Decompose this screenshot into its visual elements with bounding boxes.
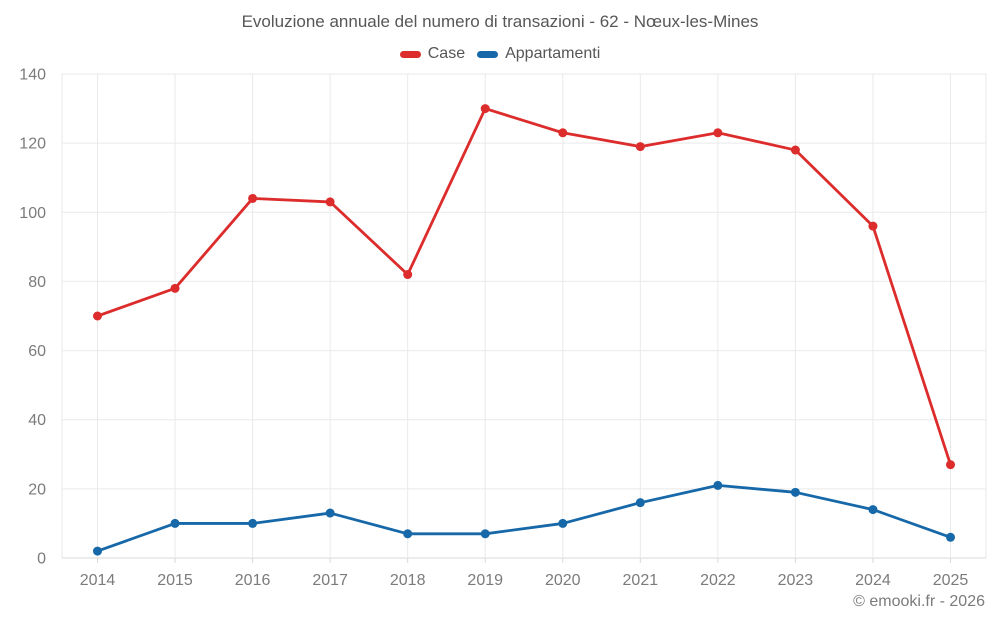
x-axis-tick-label: 2016 — [235, 572, 271, 589]
y-axis-tick-label: 40 — [28, 412, 46, 429]
data-point-marker — [325, 508, 335, 518]
gridlines: 0 20 40 60 80 100 120 140 2014 2015 2016 2017 2018 20… — [19, 67, 987, 589]
data-point-marker — [790, 145, 800, 155]
x-axis-tick-label: 2018 — [390, 572, 426, 589]
data-point-marker — [403, 270, 413, 280]
chart-title: Evoluzione annuale del numero di transaz… — [241, 12, 759, 31]
data-point-marker — [558, 518, 568, 528]
x-axis-tick-label: 2014 — [80, 572, 116, 589]
legend: Case Appartamenti — [0, 45, 1000, 63]
data-point-marker — [93, 311, 102, 321]
y-axis-tick-label: 80 — [28, 274, 46, 291]
x-axis-tick-label: 2015 — [157, 572, 193, 589]
series-line — [96, 107, 952, 467]
data-point-marker — [403, 529, 413, 539]
copyright-credit: © emooki.fr - 2026 — [853, 593, 985, 610]
legend-item-appartamenti[interactable]: Appartamenti — [477, 45, 600, 63]
legend-swatch-case — [399, 50, 421, 58]
data-point-marker — [558, 128, 568, 138]
x-axis-tick-label: 2017 — [312, 572, 348, 589]
legend-label-case: Case — [427, 45, 466, 62]
data-point-marker — [635, 498, 645, 508]
data-point-marker — [170, 518, 180, 528]
x-axis-tick-label: 2025 — [933, 572, 969, 589]
series-case — [93, 104, 955, 470]
y-axis-tick-label: 140 — [19, 67, 46, 84]
x-axis-tick-label: 2021 — [623, 572, 659, 589]
data-point-marker — [480, 104, 490, 114]
x-axis-tick-label: 2024 — [855, 572, 891, 589]
data-point-marker — [868, 221, 878, 231]
y-axis-tick-label: 0 — [37, 551, 46, 568]
data-point-marker — [635, 142, 645, 152]
data-point-marker — [93, 546, 102, 556]
y-axis-tick-label: 60 — [28, 343, 46, 360]
series-appartamenti — [93, 480, 955, 556]
series-line — [96, 483, 952, 553]
data-point-marker — [248, 193, 258, 203]
data-point-marker — [713, 480, 723, 490]
data-point-marker — [946, 460, 955, 470]
legend-item-case[interactable]: Case — [399, 45, 466, 63]
data-point-marker — [170, 283, 180, 293]
data-point-marker — [868, 505, 878, 515]
data-point-marker — [248, 518, 258, 528]
data-point-marker — [480, 529, 490, 539]
legend-swatch-appartamenti — [477, 50, 499, 58]
x-axis-tick-label: 2020 — [545, 572, 581, 589]
data-point-marker — [325, 197, 335, 207]
y-axis-tick-label: 100 — [19, 205, 46, 222]
legend-label-appartamenti: Appartamenti — [505, 45, 601, 62]
data-point-marker — [790, 487, 800, 497]
y-axis-tick-label: 20 — [28, 481, 46, 498]
x-axis-tick-label: 2022 — [700, 572, 736, 589]
data-point-marker — [713, 128, 723, 138]
x-axis-tick-label: 2023 — [778, 572, 814, 589]
x-axis-tick-label: 2019 — [467, 572, 503, 589]
data-point-marker — [946, 532, 955, 542]
y-axis-tick-label: 120 — [19, 136, 46, 153]
